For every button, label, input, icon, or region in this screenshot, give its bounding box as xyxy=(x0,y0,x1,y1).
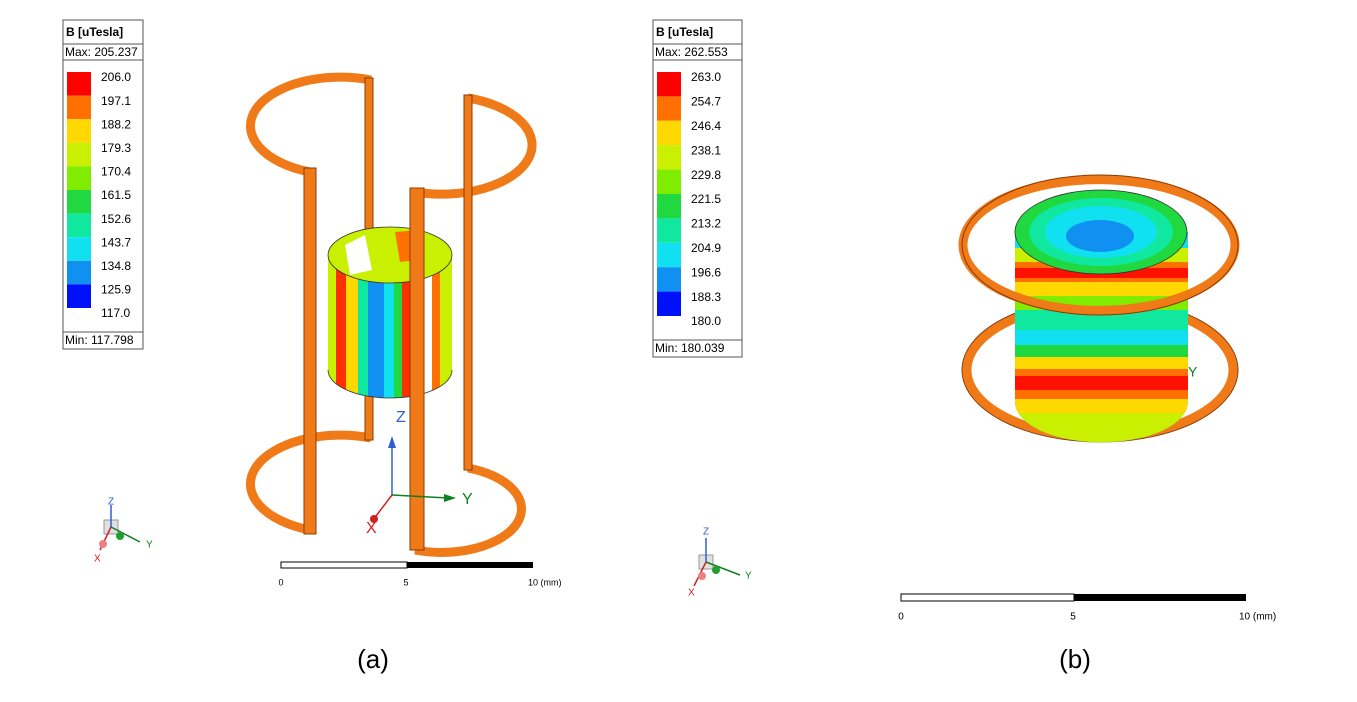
scale-label: 5 xyxy=(1070,612,1076,623)
axis-triad-large: Z Y X xyxy=(366,409,473,537)
legend-label: 204.9 xyxy=(691,241,721,255)
legend-swatch xyxy=(67,284,91,308)
legend-swatch xyxy=(67,213,91,238)
legend-title: B [uTesla] xyxy=(66,25,123,39)
legend-label: 152.6 xyxy=(101,212,131,226)
legend-label: 229.8 xyxy=(691,168,721,182)
legend-swatch xyxy=(657,120,681,146)
legend-label: 179.3 xyxy=(101,141,131,155)
caption: (b) xyxy=(1059,644,1091,674)
legend-label: 188.3 xyxy=(691,290,721,304)
legend-label: 188.2 xyxy=(101,117,131,131)
legend-swatch xyxy=(67,166,91,190)
legend-label: 196.6 xyxy=(691,265,721,279)
legend-label: 117.0 xyxy=(101,306,130,320)
caption: (a) xyxy=(357,644,389,674)
legend-swatch xyxy=(657,169,681,194)
legend-label: 246.4 xyxy=(691,119,721,133)
legend-swatch xyxy=(657,194,681,219)
legend-swatch xyxy=(67,190,91,214)
axis-label: Y xyxy=(146,540,153,551)
axis-label: X xyxy=(688,588,695,599)
legend-label: 254.7 xyxy=(691,95,721,109)
legend-title: B [uTesla] xyxy=(656,25,713,39)
legend-swatch xyxy=(657,291,681,316)
legend-label: 143.7 xyxy=(101,235,131,249)
legend-swatch xyxy=(67,142,91,167)
axis-triad-small: Z Y X xyxy=(688,527,752,599)
model-label: Y xyxy=(1188,364,1198,380)
legend-swatch xyxy=(657,242,681,268)
legend-label: 134.8 xyxy=(101,259,131,273)
legend-swatch xyxy=(657,96,681,121)
legend-min: Min: 117.798 xyxy=(65,333,134,347)
axis-label: Y xyxy=(745,571,752,582)
axis-label: Z xyxy=(703,527,709,538)
axis-label: X xyxy=(366,520,377,537)
legend-label: 238.1 xyxy=(691,143,721,157)
legend-max: Max: 205.237 xyxy=(65,45,138,59)
legend-swatch xyxy=(657,72,681,97)
legend-label: 161.5 xyxy=(101,188,131,202)
axis-label: Z xyxy=(396,409,406,426)
legend-label: 213.2 xyxy=(691,217,721,231)
legend-swatch xyxy=(67,260,91,285)
legend-min: Min: 180.039 xyxy=(655,341,725,355)
legend-max: Max: 262.553 xyxy=(655,45,728,59)
legend-label: 170.4 xyxy=(101,165,131,179)
scale-label: 10 (mm) xyxy=(1239,612,1276,623)
legend-swatch xyxy=(657,267,681,292)
legend-label: 197.1 xyxy=(101,94,131,108)
legend-swatch xyxy=(67,72,91,96)
legend-label: 125.9 xyxy=(101,283,131,297)
legend-swatch xyxy=(67,95,91,120)
legend-label: 206.0 xyxy=(101,70,131,84)
scale-label: 0 xyxy=(898,612,904,623)
legend-label: 263.0 xyxy=(691,70,721,84)
axis-label: Z xyxy=(108,497,114,508)
scale-bar: 0 5 10 (mm) xyxy=(278,561,562,587)
axis-label: X xyxy=(94,554,101,565)
scale-label: 5 xyxy=(403,577,408,587)
axis-triad-small: Z Y X xyxy=(94,497,153,565)
legend-swatch xyxy=(67,237,91,261)
legend-swatch xyxy=(657,145,681,170)
legend-label: 180.0 xyxy=(691,314,721,328)
legend-swatch xyxy=(657,218,681,243)
legend-swatch xyxy=(67,119,91,143)
scale-bar: 0 5 10 (mm) xyxy=(898,593,1276,623)
model-a xyxy=(245,72,537,557)
scale-label: 0 xyxy=(278,577,283,587)
model-b: Y xyxy=(958,174,1240,443)
legend-label: 221.5 xyxy=(691,192,721,206)
axis-label: Y xyxy=(462,491,473,508)
scale-label: 10 (mm) xyxy=(528,577,562,587)
